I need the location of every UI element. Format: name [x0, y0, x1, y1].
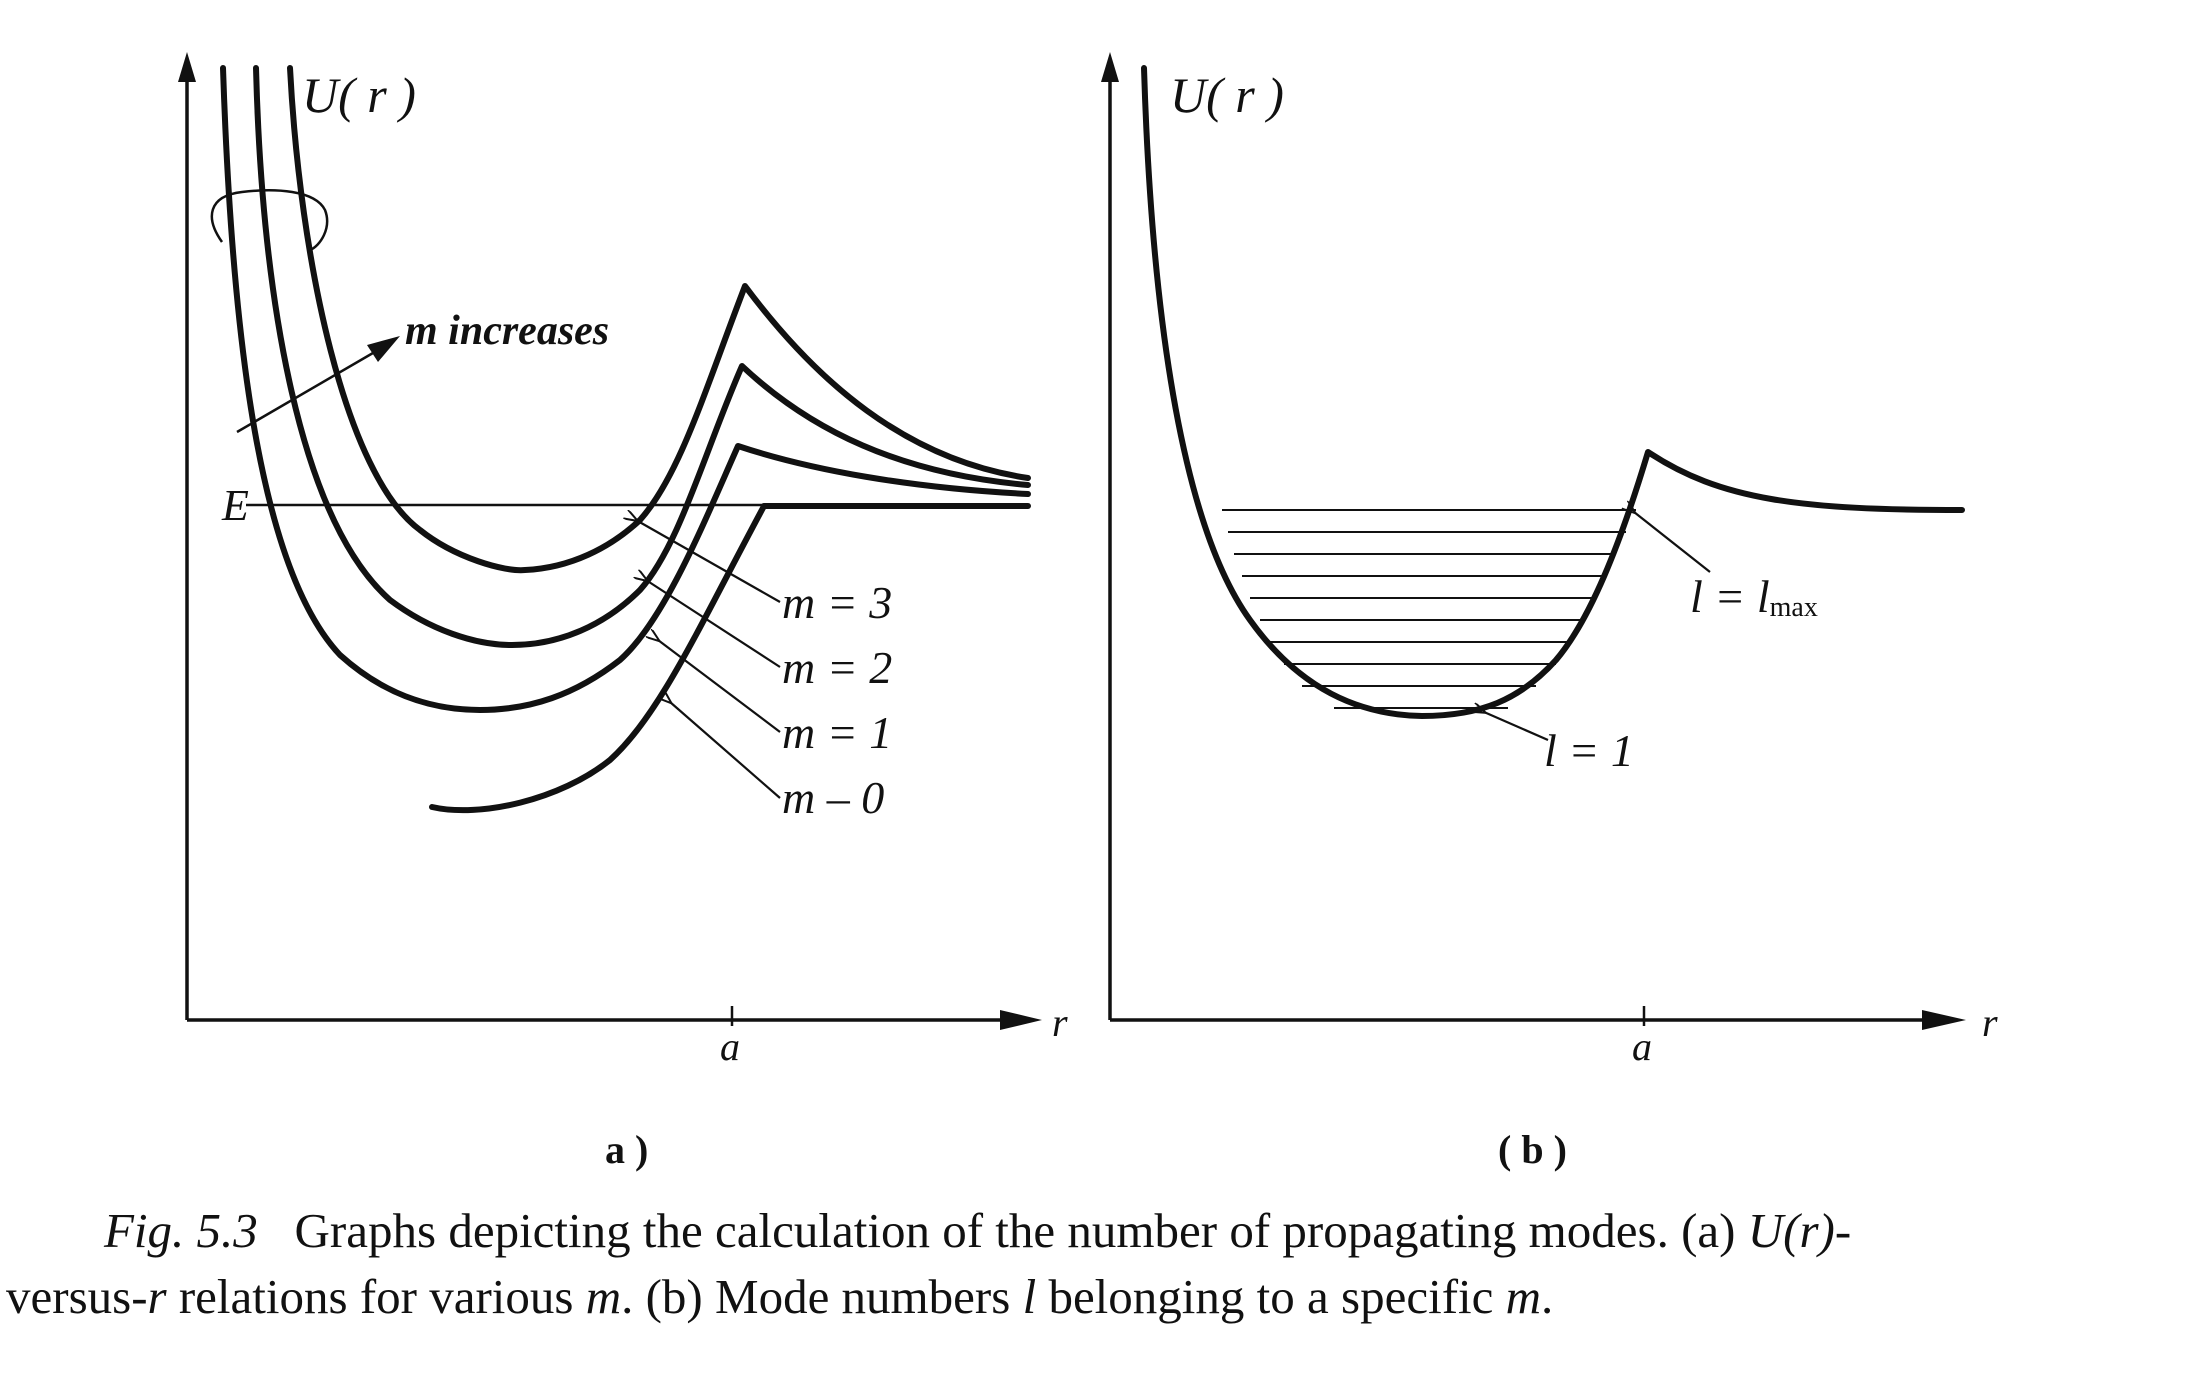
label-l-max-sub: max — [1770, 592, 1818, 623]
leader-l-1 — [1484, 712, 1549, 742]
panel-a-x-arrowhead — [1000, 1010, 1042, 1030]
caption-text-2-start: versus- — [6, 1269, 148, 1324]
label-m-2: m = 2 — [782, 642, 892, 693]
panel-b-y-label: U( r ) — [1170, 67, 1284, 123]
panel-b-y-arrowhead — [1101, 52, 1119, 82]
caption-fig-number: Fig. 5.3 — [104, 1203, 258, 1258]
caption-var-r: r — [147, 1269, 167, 1324]
leader-m-3 — [636, 520, 781, 603]
leader-m-2 — [646, 580, 781, 668]
caption-var-ur: U(r) — [1747, 1203, 1835, 1258]
label-l-max: l = lmax — [1690, 571, 1818, 623]
m-increases-arrowhead — [367, 336, 400, 362]
panel-a-y-label: U( r ) — [302, 67, 416, 123]
leader-l-max — [1634, 512, 1711, 573]
caption-var-m: m — [585, 1269, 622, 1324]
m-increases-arrow — [236, 344, 386, 434]
curve-m-3 — [287, 65, 1031, 574]
panel-b-x-label: r — [1982, 1000, 1998, 1045]
curve-m-0 — [429, 503, 1031, 814]
figure-caption: Fig. 5.3 Graphs depicting the calculatio… — [6, 1198, 2186, 1330]
panel-a-x-label: r — [1052, 1000, 1068, 1045]
panel-a-tick-a-label: a — [720, 1024, 740, 1069]
panel-b-sublabel: ( b ) — [1498, 1127, 1567, 1172]
panel-a: U( r ) r a E m increases m = 3 m = 2 m =… — [178, 52, 1068, 1172]
mode-levels — [1222, 509, 1636, 709]
m-increases-label: m increases — [405, 308, 609, 354]
label-m-1: m = 1 — [782, 707, 892, 758]
curve-m-1 — [220, 65, 1031, 713]
leader-m-0 — [670, 702, 781, 799]
caption-var-m2: m — [1505, 1269, 1542, 1324]
caption-text-2-end: . — [1541, 1269, 1554, 1324]
panel-a-sublabel: a ) — [605, 1127, 648, 1172]
label-m-0: m – 0 — [782, 772, 884, 823]
caption-var-l: l — [1022, 1269, 1037, 1324]
caption-text-2-mid2: . (b) Mode numbers — [621, 1269, 1023, 1324]
curve-m-2 — [253, 65, 1031, 648]
caption-line-2: versus-r relations for various m. (b) Mo… — [6, 1264, 2186, 1330]
leader-m-1 — [658, 640, 781, 733]
label-m-3: m = 3 — [782, 577, 892, 628]
panel-b-tick-a-label: a — [1632, 1024, 1652, 1069]
label-l-max-main: l = l — [1690, 571, 1770, 622]
caption-text-2-mid3: belonging to a specific — [1036, 1269, 1506, 1324]
panel-b-x-arrowhead — [1922, 1010, 1966, 1030]
label-l-1: l = 1 — [1544, 725, 1634, 776]
caption-text-1: Graphs depicting the calculation of the … — [294, 1203, 1748, 1258]
m-increases-label-text: m increases — [405, 308, 609, 354]
caption-line-1: Fig. 5.3 Graphs depicting the calculatio… — [6, 1198, 2186, 1264]
panel-a-y-arrowhead — [178, 52, 196, 82]
potential-curve — [1141, 65, 1965, 719]
energy-label: E — [221, 481, 249, 530]
panel-b: U( r ) r a l = lmax l = 1 ( b ) — [1101, 52, 1998, 1172]
caption-text-1-end: - — [1834, 1203, 1852, 1258]
curve-group-bracket — [210, 189, 329, 252]
caption-text-2-mid: relations for various — [166, 1269, 586, 1324]
